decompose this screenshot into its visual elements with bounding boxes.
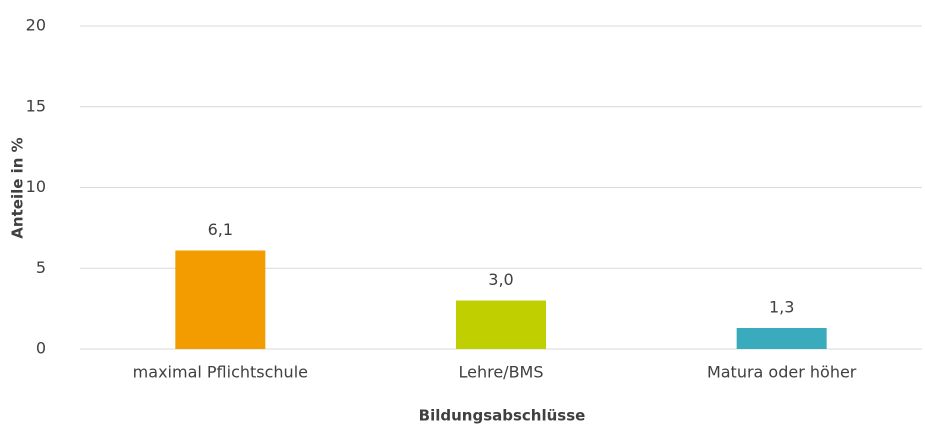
y-tick-label: 20 xyxy=(26,16,46,35)
y-tick-label: 10 xyxy=(26,177,46,196)
bar xyxy=(736,328,827,349)
y-tick-label: 5 xyxy=(36,258,46,277)
x-tick-label: maximal Pflichtschule xyxy=(133,363,308,382)
y-tick-label: 0 xyxy=(36,339,46,358)
data-label: 3,0 xyxy=(488,270,513,289)
bar xyxy=(456,300,546,349)
x-axis-label: Bildungsabschlüsse xyxy=(419,407,586,425)
bar xyxy=(175,250,266,349)
data-label: 1,3 xyxy=(769,298,794,317)
data-label: 6,1 xyxy=(208,220,233,239)
x-tick-label: Lehre/BMS xyxy=(458,363,543,382)
x-tick-label: Matura oder höher xyxy=(707,363,857,382)
y-tick-label: 15 xyxy=(26,96,46,115)
y-axis-label: Anteile in % xyxy=(9,137,27,238)
